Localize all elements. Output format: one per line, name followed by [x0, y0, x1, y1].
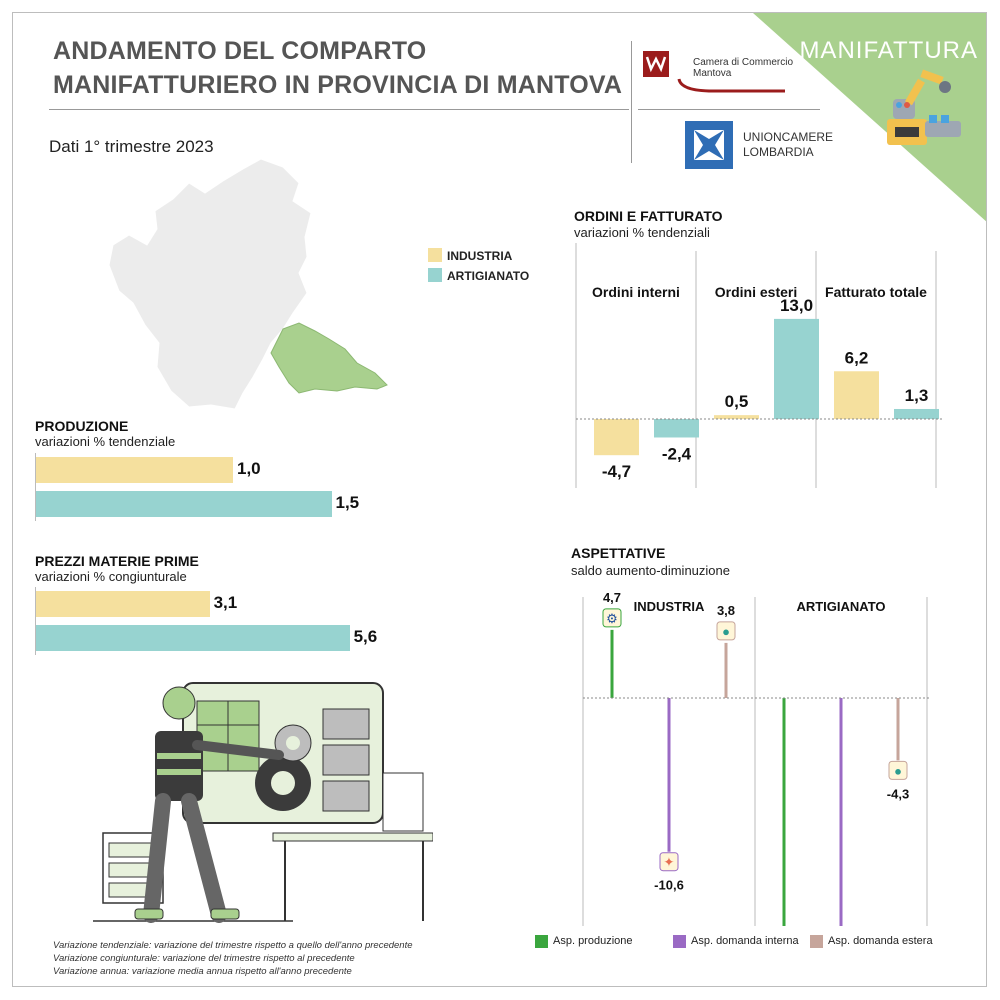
- logo-divider-h: [638, 109, 820, 110]
- produzione-bar-artigianato: [36, 491, 332, 517]
- chamber-logo-name: Camera di Commercio: [693, 57, 794, 68]
- asp-marker-glyph: ●: [722, 624, 730, 639]
- worker-illustration: [93, 682, 433, 923]
- produzione-value-industria: 1,0: [237, 459, 261, 478]
- ordini-value-label: 6,2: [845, 348, 869, 367]
- ordini-group-label: Fatturato totale: [825, 284, 927, 300]
- legend-label-artigianato: ARTIGIANATO: [447, 269, 530, 283]
- produzione-title: PRODUZIONE: [35, 418, 129, 434]
- asp-value-label: -10,6: [654, 878, 684, 893]
- ordini-bar-artigianato: [654, 419, 699, 438]
- ordini-group-label: Ordini esteri: [715, 284, 797, 300]
- chamber-logo-swoosh: [677, 78, 785, 93]
- infographic-frame: MANIFATTURA ANDAMENTO DEL COMPARTO MANIF…: [12, 12, 987, 987]
- robot-arm-icon: [887, 69, 961, 145]
- ordini-value-label: 0,5: [725, 392, 749, 411]
- produzione-value-artigianato: 1,5: [335, 493, 360, 512]
- asp-group-label: ARTIGIANATO: [796, 599, 885, 614]
- asp-marker-icon: [888, 760, 908, 780]
- asp-marker-icon: [602, 608, 622, 628]
- asp-marker-icon: [716, 621, 736, 641]
- aspettative-subtitle: saldo aumento-diminuzione: [571, 563, 730, 578]
- title-divider: [49, 109, 629, 110]
- prezzi-value-artigianato: 5,6: [353, 627, 378, 646]
- prezzi-axis: [35, 587, 36, 655]
- asp-legend-label: Asp. domanda estera: [828, 935, 933, 947]
- ordini-bar-industria: [714, 415, 759, 419]
- legend-swatch-industria: [428, 248, 442, 262]
- asp-value-label: -4,3: [887, 786, 909, 801]
- asp-value-label: 3,8: [717, 603, 735, 618]
- asp-legend-label: Asp. produzione: [553, 935, 633, 947]
- ordini-value-label: -4,7: [602, 462, 631, 481]
- page-title-line1: ANDAMENTO DEL COMPARTO: [53, 37, 427, 65]
- produzione-axis: [35, 453, 36, 521]
- chamber-logo-city: Mantova: [693, 68, 732, 79]
- prezzi-bar-industria: [36, 591, 210, 617]
- ordini-title: ORDINI E FATTURATO: [574, 208, 723, 224]
- lombardy-region-shape: [108, 158, 312, 410]
- legend-swatch-artigianato: [428, 268, 442, 282]
- asp-legend-swatch: [673, 935, 686, 948]
- asp-value-label: 4,7: [603, 590, 621, 605]
- asp-group-label: INDUSTRIA: [634, 599, 705, 614]
- footnote-tendenziale: Variazione tendenziale: variazione del t…: [53, 940, 413, 951]
- ordini-value-label: 1,3: [905, 386, 929, 405]
- asp-legend-swatch: [810, 935, 823, 948]
- ordini-bar-artigianato: [894, 408, 939, 419]
- prezzi-title: PREZZI MATERIE PRIME: [35, 553, 199, 569]
- corner-banner: [753, 13, 986, 222]
- mantova-province-shape: [270, 322, 388, 394]
- lombardy-map: [108, 158, 388, 410]
- asp-marker-glyph: ●: [894, 763, 902, 778]
- ordini-bar-industria: [834, 371, 879, 419]
- ordini-value-label: -2,4: [662, 444, 692, 463]
- ordini-subtitle: variazioni % tendenziali: [574, 225, 710, 240]
- unioncamere-region: LOMBARDIA: [743, 145, 814, 159]
- ordini-group-label: Ordini interni: [592, 284, 680, 300]
- footnotes: Variazione tendenziale: variazione del t…: [53, 939, 413, 978]
- chamber-crest-icon: [643, 51, 669, 77]
- logo-divider: [631, 41, 632, 163]
- asp-legend-label: Asp. domanda interna: [691, 935, 799, 947]
- prezzi-subtitle: variazioni % congiunturale: [35, 569, 187, 584]
- banner-label: MANIFATTURA: [799, 37, 978, 64]
- aspettative-legend: Asp. produzione Asp. domanda interna Asp. …: [535, 933, 975, 951]
- unioncamere-name: UNIONCAMERE: [743, 130, 834, 144]
- produzione-subtitle: variazioni % tendenziale: [35, 434, 176, 449]
- legend-label-industria: INDUSTRIA: [447, 249, 513, 263]
- footnote-annua: Variazione annua: variazione media annua…: [53, 966, 352, 977]
- prezzi-value-industria: 3,1: [213, 593, 238, 612]
- page-subtitle: Dati 1° trimestre 2023: [49, 137, 214, 156]
- ordini-chart: Ordini interni -4,7 -2,4 Ordini esteri 0,5 13…: [575, 243, 943, 488]
- asp-marker-icon: [659, 852, 679, 872]
- ordini-bar-artigianato: [774, 318, 819, 419]
- produzione-bar-industria: [36, 457, 233, 483]
- unioncamere-logo-icon: [685, 121, 733, 169]
- aspettative-title: ASPETTATIVE: [571, 545, 666, 561]
- ordini-value-label: 13,0: [780, 296, 813, 315]
- ordini-bar-industria: [594, 419, 639, 456]
- prezzi-bar-artigianato: [36, 625, 350, 651]
- footnote-congiunturale: Variazione congiunturale: variazione del…: [53, 953, 355, 964]
- page-title-line2: MANIFATTURIERO IN PROVINCIA DI MANTOVA: [53, 71, 623, 99]
- asp-marker-glyph: ⚙: [606, 611, 618, 626]
- banner-triangle: [753, 13, 986, 222]
- asp-legend-swatch: [535, 935, 548, 948]
- asp-marker-glyph: ✦: [664, 855, 675, 870]
- aspettative-chart: INDUSTRIA⚙4,7✦-10,6●3,8ARTIGIANATO⚙-16,7…: [582, 590, 930, 926]
